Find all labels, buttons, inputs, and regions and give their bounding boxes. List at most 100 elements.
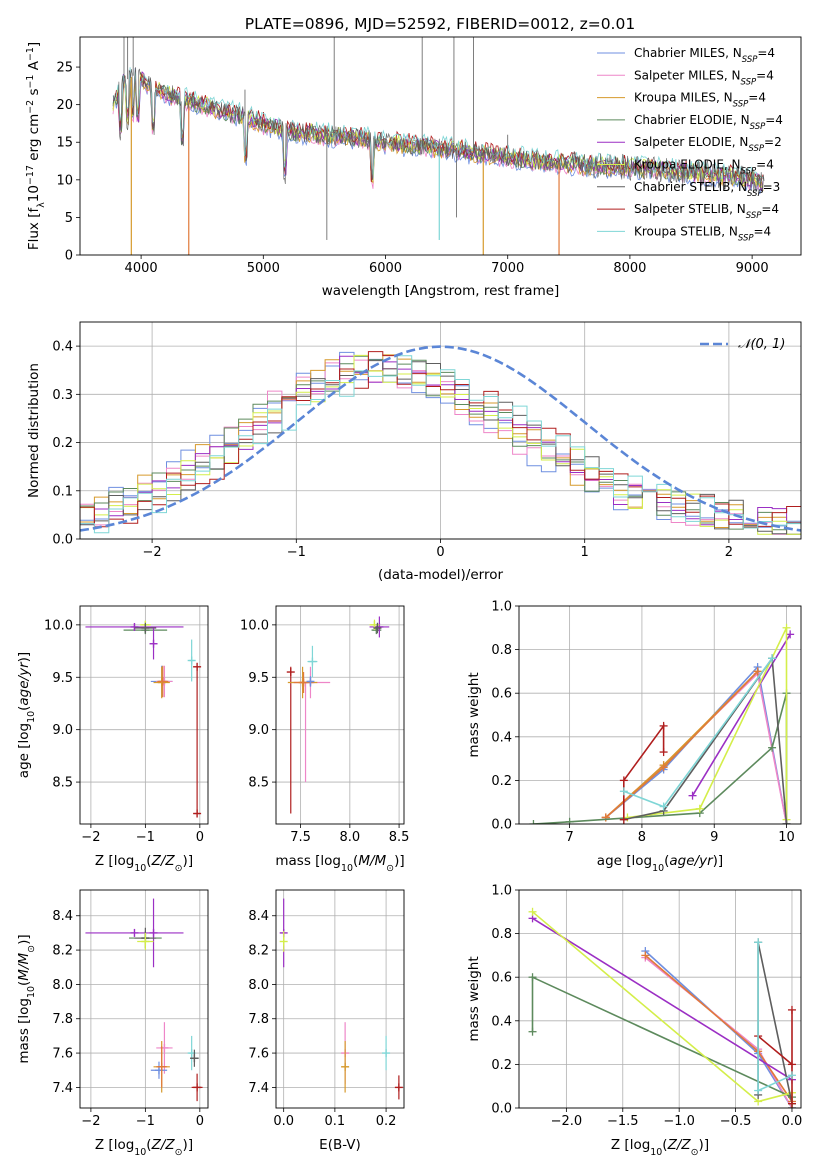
- x-tick-label: −1.0: [663, 1114, 695, 1129]
- x-tick-label: −1.5: [607, 1114, 639, 1129]
- y-tick-label: 9.5: [248, 671, 269, 686]
- y-tick-label: 0.8: [491, 927, 512, 942]
- y-tick-label: 7.4: [52, 1081, 73, 1096]
- y-tick-label: 8.5: [52, 776, 73, 791]
- y-tick-label: 9.0: [52, 723, 73, 738]
- data-point-kroupa_elodie: [279, 931, 288, 952]
- data-point-salpeter_stelib: [193, 809, 202, 818]
- x-tick-label: 0: [196, 830, 204, 845]
- y-tick-label: 20: [56, 98, 73, 113]
- y-tick-label: 7.8: [248, 1012, 269, 1027]
- x-tick-label: 0: [196, 1114, 204, 1129]
- weight-line-salpeter_stelib: [757, 1009, 793, 1104]
- y-tick-label: 8.2: [52, 944, 73, 959]
- y-axis-label: mass weight: [466, 672, 482, 757]
- x-axis-label: Z [log10(Z/Z⊙)]: [611, 1137, 709, 1158]
- legend-label: Salpeter MILES, NSSP=4: [634, 68, 774, 87]
- data-point-chabrier_stelib: [190, 1049, 199, 1067]
- data-point-kroupa_stelib: [307, 645, 318, 678]
- axes-frame: [518, 605, 802, 825]
- y-tick-label: 0.2: [52, 436, 73, 451]
- weight-vs-age-plot-area: [529, 623, 795, 824]
- y-tick-label: 1.0: [491, 884, 512, 899]
- y-tick-label: 7.4: [248, 1081, 269, 1096]
- y-tick-label: 15: [56, 136, 73, 151]
- y-tick-label: 0.2: [491, 774, 512, 789]
- x-axis-label: age [log10(age/yr)]: [597, 853, 723, 874]
- mass-vs-ebv-plot-area: [279, 898, 403, 1100]
- axes-frame: [518, 889, 802, 1109]
- data-point-chabrier_miles: [306, 676, 315, 687]
- data-point-chabrier_stelib: [373, 622, 382, 634]
- data-point-salpeter_stelib: [193, 662, 202, 671]
- data-point-kroupa_stelib: [187, 639, 196, 682]
- x-tick-label: 0.0: [273, 1114, 294, 1129]
- mass-vs-ebv-chart: 0.0 0.1 0.2 7.4 7.6 7.8 8.0 8.2 8.4 E(B-V): [248, 889, 405, 1153]
- age-vs-Z-plot-area: [85, 620, 202, 818]
- legend-label: Salpeter STELIB, NSSP=4: [634, 202, 779, 221]
- x-tick-label: 0.0: [782, 1114, 803, 1129]
- data-point-chabrier_miles: [150, 1061, 168, 1079]
- y-tick-label: 0.0: [491, 1102, 512, 1117]
- x-tick-label: −2: [143, 545, 162, 560]
- data-point-salpeter_elodie: [85, 622, 184, 631]
- weight-line-chabrier_elodie: [531, 975, 793, 1108]
- x-tick-label: −1: [287, 545, 306, 560]
- y-tick-label: 0.4: [52, 340, 73, 355]
- legend-label: Kroupa STELIB, NSSP=4: [634, 224, 771, 243]
- x-tick-label: 7: [565, 830, 573, 845]
- weight-line-salpeter_stelib: [622, 723, 665, 820]
- legend: 𝒩(0, 1): [700, 337, 785, 352]
- x-axis-label: wavelength [Angstrom, rest frame]: [322, 283, 560, 299]
- legend-label: 𝒩(0, 1): [738, 337, 785, 352]
- mass-vs-Z-chart: −2 −1 0 7.4 7.6 7.8 8.0 8.2 8.4 Z [log10(Z/Z⊙)] ma…: [16, 889, 209, 1158]
- charts-layer: 4000 5000 6000 7000 8000 90000510152025wavele…: [16, 36, 802, 1158]
- x-axis-label: E(B-V): [319, 1137, 361, 1153]
- y-tick-label: 8.4: [248, 909, 269, 924]
- y-tick-label: 8.5: [248, 776, 269, 791]
- legend-label: Salpeter ELODIE, NSSP=2: [634, 135, 782, 154]
- x-axis-label: mass [log10(M/M⊙)]: [275, 853, 404, 874]
- x-tick-label: 5000: [247, 261, 280, 276]
- x-tick-label: 2: [725, 545, 733, 560]
- y-tick-label: 7.6: [52, 1047, 73, 1062]
- data-point-chabrier_stelib: [134, 622, 157, 634]
- x-tick-label: −2: [81, 1114, 100, 1129]
- age-vs-mass-chart: 7.5 8.0 8.5 8.5 9.0 9.5 10.0 mass [log10(M/M⊙)]: [240, 605, 410, 874]
- y-tick-label: 9.0: [248, 723, 269, 738]
- x-tick-label: −2.0: [551, 1114, 583, 1129]
- spectrum-chart: 4000 5000 6000 7000 8000 9000 0 5 10 15 20 25 wavele…: [25, 36, 802, 299]
- y-tick-label: 0.4: [491, 1014, 512, 1029]
- y-tick-label: 0.6: [491, 971, 512, 986]
- spectrum-plot-area: [112, 37, 765, 255]
- data-point-salpeter_elodie: [149, 898, 158, 968]
- legend-label: Chabrier ELODIE, NSSP=4: [634, 113, 783, 132]
- y-tick-label: 8.0: [248, 978, 269, 993]
- y-tick-label: 1.0: [491, 600, 512, 615]
- weight-vs-age-chart: 7 8 9 10 0.0 0.2 0.4 0.6 0.8 1.0 age [log10(age/yr…: [466, 600, 802, 874]
- y-tick-label: 0.2: [491, 1058, 512, 1073]
- axes-frame: [79, 321, 802, 540]
- x-tick-label: 0: [436, 545, 444, 560]
- x-axis-label: Z [log10(Z/Z⊙)]: [95, 1137, 193, 1158]
- x-tick-label: 8.5: [389, 830, 410, 845]
- x-tick-label: −1: [136, 1114, 155, 1129]
- y-tick-label: 5: [65, 211, 73, 226]
- legend: Chabrier MILES, NSSP=4 Salpeter MILES, NS…: [597, 46, 783, 243]
- histogram-kroupa_stelib: [80, 355, 801, 539]
- residuals-chart: −2 −1 0 1 2 0.0 0.1 0.2 0.3 0.4 (data-model)/error…: [26, 321, 802, 583]
- x-tick-label: 8: [638, 830, 646, 845]
- weight-vs-Z-chart: −2.0 −1.5 −1.0 −0.5 0.0 0.0 0.2 0.4 0.6 0.8 1.0 Z […: [466, 884, 802, 1158]
- data-point-salpeter_stelib: [191, 1073, 203, 1102]
- data-point-salpeter_elodie: [85, 928, 184, 937]
- x-tick-label: 7.5: [290, 830, 311, 845]
- data-point-salpeter_stelib: [286, 668, 295, 677]
- x-axis-label: (data-model)/error: [378, 567, 504, 583]
- axes-frame: [275, 605, 405, 825]
- data-point-orange_line: [156, 1046, 168, 1088]
- y-tick-label: 7.6: [248, 1047, 269, 1062]
- y-tick-label: 10: [56, 173, 73, 188]
- y-tick-label: 25: [56, 61, 73, 76]
- mass-vs-Z-plot-area: [85, 898, 203, 1102]
- weight-line-salpeter_elodie: [691, 633, 791, 797]
